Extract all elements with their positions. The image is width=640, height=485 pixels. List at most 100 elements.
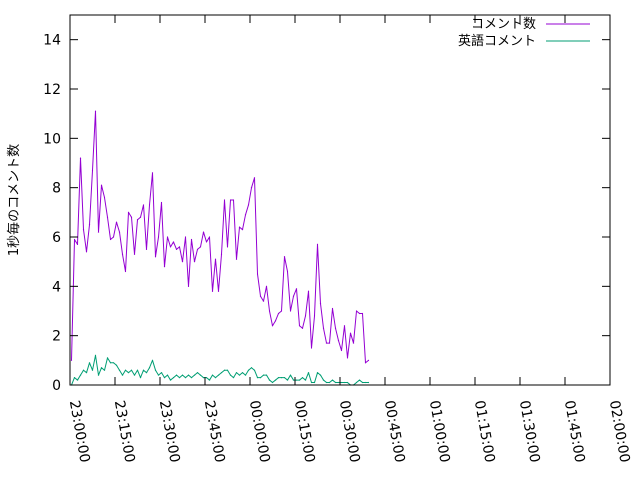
data-point — [196, 248, 199, 250]
data-point — [73, 377, 76, 379]
data-point — [88, 224, 91, 226]
data-point — [142, 204, 145, 206]
data-point — [352, 342, 355, 344]
data-point — [346, 357, 349, 359]
data-point — [127, 211, 130, 213]
data-point — [337, 340, 340, 342]
data-point — [316, 372, 319, 374]
data-point — [121, 253, 124, 255]
data-point — [163, 377, 166, 379]
data-point — [301, 327, 304, 329]
data-point — [106, 216, 109, 218]
data-point — [340, 381, 343, 384]
data-point — [220, 372, 223, 374]
y-tick-label: 4 — [52, 279, 61, 295]
data-point — [259, 377, 262, 379]
data-point — [259, 295, 262, 297]
data-point — [304, 315, 307, 317]
data-point — [109, 362, 112, 364]
data-point — [130, 216, 133, 218]
data-point — [217, 290, 220, 292]
data-point — [190, 377, 193, 379]
data-point — [211, 290, 214, 292]
data-point — [124, 369, 127, 371]
data-point — [184, 236, 187, 238]
data-point — [310, 347, 313, 349]
data-point — [181, 374, 184, 376]
data-point — [253, 369, 256, 371]
data-point — [265, 374, 268, 376]
x-tick-label: 00:00:00 — [246, 399, 273, 464]
data-point — [286, 379, 289, 381]
data-point — [133, 253, 136, 255]
data-point — [268, 310, 271, 312]
data-point — [145, 372, 148, 374]
data-point — [91, 369, 94, 371]
data-point — [112, 236, 115, 238]
data-point — [97, 374, 100, 376]
data-point — [88, 362, 91, 364]
data-point — [157, 374, 160, 376]
data-point — [226, 369, 229, 371]
data-point — [157, 236, 160, 238]
data-point — [355, 310, 358, 312]
data-point — [247, 204, 250, 206]
x-tick-label: 01:45:00 — [561, 399, 588, 464]
x-tick-label: 02:00:00 — [606, 399, 633, 464]
data-point — [358, 379, 361, 381]
data-point — [190, 238, 193, 241]
ticks-layer: 0 2 4 6 8 10 12 14 23:00:00 23:15:00 23:30:00 23:45… — [43, 15, 633, 464]
data-point — [85, 251, 88, 253]
data-point — [208, 236, 211, 238]
data-point — [124, 270, 127, 273]
data-point — [319, 374, 322, 376]
data-point — [301, 377, 304, 379]
data-point — [154, 369, 157, 371]
series-line-1 — [71, 110, 369, 364]
data-point — [364, 362, 367, 364]
data-point — [292, 379, 295, 381]
data-point — [322, 327, 325, 329]
y-tick-label: 10 — [43, 131, 61, 147]
data-point — [304, 379, 307, 381]
data-point — [199, 246, 202, 248]
data-point — [238, 374, 241, 376]
x-tick-label: 00:15:00 — [291, 399, 318, 464]
data-point — [202, 231, 205, 233]
data-point — [226, 246, 229, 248]
data-point — [295, 379, 298, 381]
data-point — [85, 372, 88, 374]
data-point — [283, 377, 286, 379]
data-point — [118, 231, 121, 233]
data-point — [256, 377, 259, 379]
data-point — [298, 379, 301, 381]
data-point — [349, 332, 352, 334]
data-point — [187, 285, 190, 287]
data-point — [178, 377, 181, 379]
data-point — [160, 201, 163, 204]
data-point — [175, 248, 178, 250]
data-point — [292, 295, 295, 297]
data-point — [235, 258, 238, 260]
legend-label: コメント数 — [471, 17, 536, 32]
data-point — [184, 377, 187, 379]
data-point — [241, 372, 244, 374]
data-point — [316, 243, 319, 245]
data-point — [364, 381, 367, 384]
plot-area-border — [69, 14, 611, 386]
data-point — [334, 381, 337, 384]
data-point — [268, 379, 271, 381]
data-point — [91, 169, 94, 171]
data-point — [325, 342, 328, 344]
data-point — [232, 199, 235, 201]
data-point — [193, 374, 196, 376]
data-point — [127, 372, 130, 374]
series-layer — [70, 110, 370, 386]
series-line-2 — [71, 354, 369, 386]
data-point — [298, 325, 301, 327]
data-point — [289, 374, 292, 376]
data-point — [133, 374, 136, 376]
data-point — [328, 342, 331, 344]
